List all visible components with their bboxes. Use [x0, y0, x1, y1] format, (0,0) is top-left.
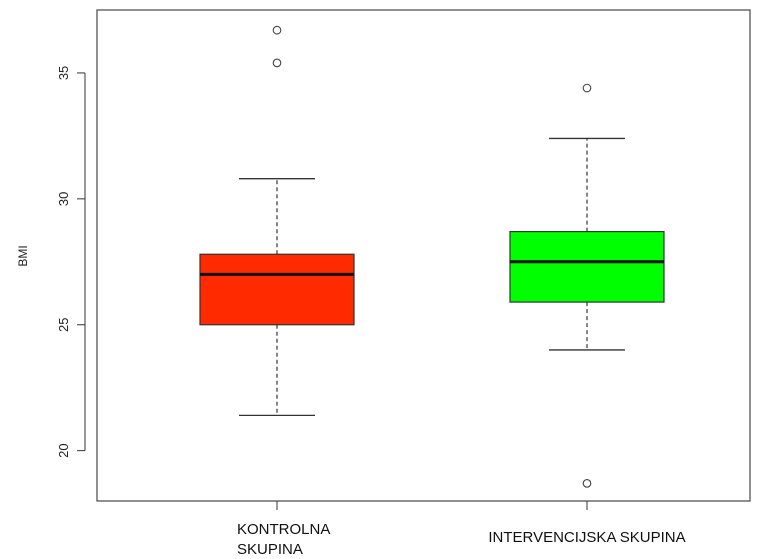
plot-frame: [96, 9, 751, 502]
outlier-2-2: [582, 479, 592, 488]
x-tick-label-2: INTERVENCIJSKA SKUPINA: [488, 529, 685, 546]
y-tick-label-35: 35: [56, 66, 71, 80]
box-1: [199, 253, 355, 326]
box-2: [509, 230, 665, 303]
x-tick-label-1-line-1: KONTROLNA: [237, 521, 330, 538]
y-tick-label-30: 30: [56, 192, 71, 206]
outlier-1-1: [272, 58, 282, 68]
y-tick-label-20: 20: [56, 443, 71, 457]
box-group-1: [199, 25, 355, 417]
y-tick-label-25: 25: [56, 318, 71, 332]
x-tick-label-2-line-1: INTERVENCIJSKA SKUPINA: [488, 529, 685, 546]
boxes: [199, 25, 665, 488]
x-axis: KONTROLNA SKUPINA INTERVENCIJSKA SKUPINA: [237, 501, 686, 558]
y-axis-title: BMI: [16, 245, 30, 266]
x-tick-label-1-line-2: SKUPINA: [237, 541, 303, 558]
box-group-2: [509, 83, 665, 488]
x-tick-label-1: KONTROLNA SKUPINA: [237, 521, 330, 558]
y-axis: 20 25 30 35: [56, 66, 86, 458]
outlier-1-2: [272, 25, 282, 35]
outlier-2-1: [582, 83, 592, 93]
